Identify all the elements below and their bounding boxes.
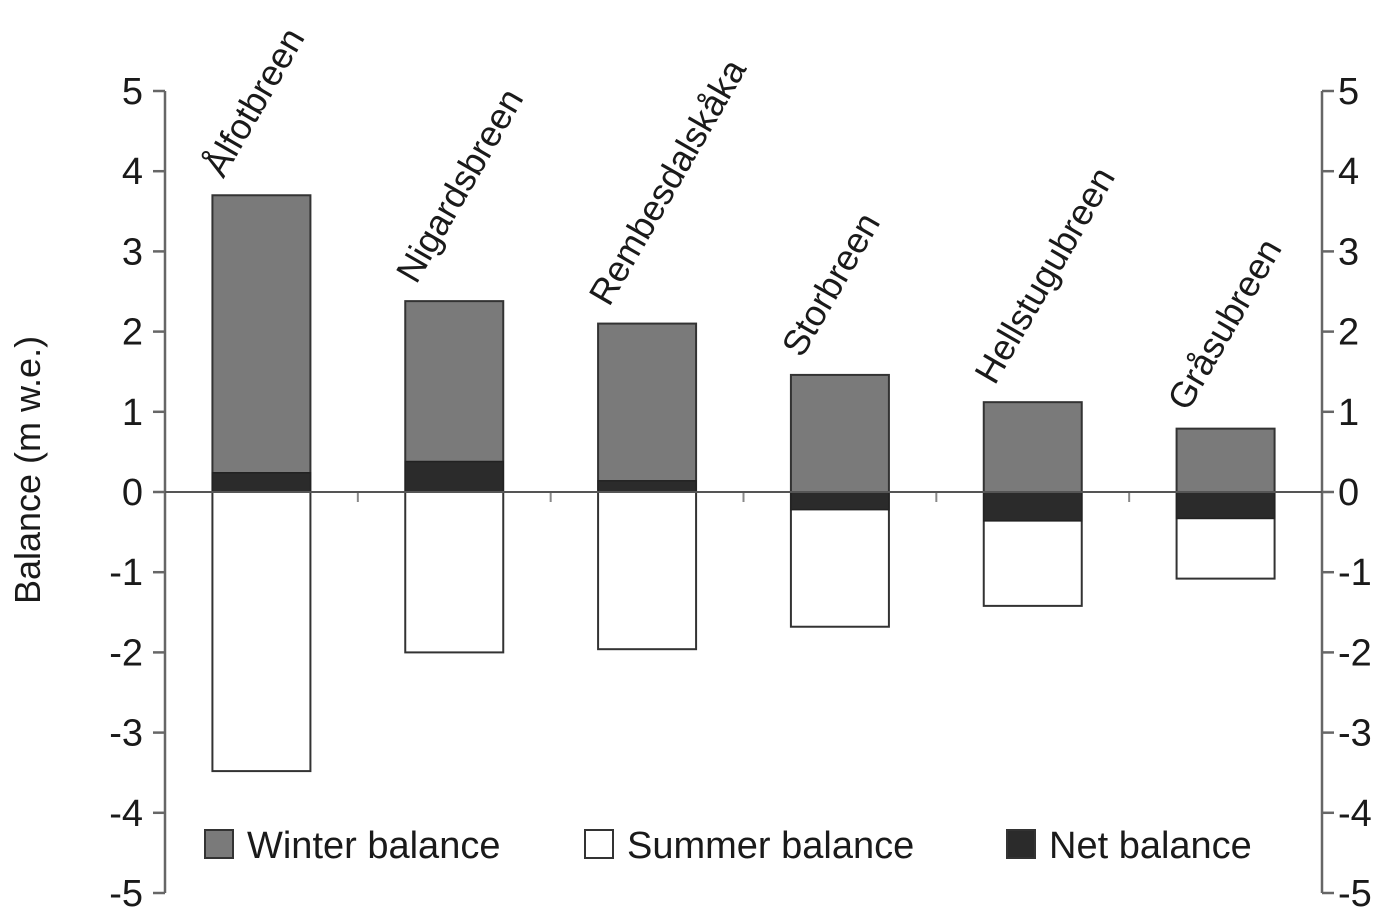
y-tick-label-left: -4 xyxy=(109,793,143,835)
winter-balance-bar xyxy=(1175,427,1276,493)
y-tick-label-left: -3 xyxy=(109,713,143,755)
y-tick-label-left: 5 xyxy=(122,71,143,113)
glacier-label: Rembesdalskåka xyxy=(581,51,755,311)
legend-swatch xyxy=(204,829,234,859)
y-tick-label-left: -1 xyxy=(109,552,143,594)
y-tick-label-left: -5 xyxy=(109,873,143,915)
y-tick-label-right: -1 xyxy=(1338,552,1372,594)
winter-balance-bar xyxy=(789,373,890,493)
winter-balance-bar xyxy=(597,322,698,493)
net-balance-bar xyxy=(597,480,697,493)
y-tick-label-left: -2 xyxy=(109,632,143,674)
net-balance-bar xyxy=(211,472,312,493)
labels-layer: Ålfotbreen Nigardsbreen Rembesdalskåka Stor… xyxy=(195,21,1290,417)
winter-balance-bar xyxy=(982,401,1083,493)
y-axis-title: Balance (m w.e.) xyxy=(7,336,48,604)
summer-balance-bar xyxy=(597,491,698,651)
summer-balance-bar xyxy=(211,491,312,773)
y-tick-label-right: -5 xyxy=(1338,873,1372,915)
glacier-label: Nigardsbreen xyxy=(388,81,532,289)
winter-balance-bar xyxy=(211,194,312,493)
glacier-label: Ålfotbreen xyxy=(195,21,313,184)
bars-layer xyxy=(165,194,1322,773)
summer-balance-bar xyxy=(789,491,890,628)
net-balance-bar xyxy=(404,460,504,493)
y-tick-label-left: 3 xyxy=(122,231,143,273)
glacier-label: Gråsubreen xyxy=(1159,232,1290,417)
legend-swatch xyxy=(584,829,614,859)
legend-label: Net balance xyxy=(1049,825,1252,867)
y-tick-label-right: 4 xyxy=(1338,151,1359,193)
y-tick-label-right: 5 xyxy=(1338,71,1359,113)
y-tick-label-left: 2 xyxy=(122,312,143,354)
y-tick-label-left: 0 xyxy=(122,472,143,514)
summer-balance-bar xyxy=(404,491,505,654)
y-tick-label-right: -3 xyxy=(1338,713,1372,755)
glacier-label: Storbreen xyxy=(773,205,888,362)
axes-layer: 5 5 4 4 3 3 2 2 1 1 0 0 -1 -1 -2 -2 -3 -3 -4 -4 -5 -5 xyxy=(109,71,1372,915)
y-tick-label-right: -4 xyxy=(1338,793,1372,835)
y-tick-label-right: 1 xyxy=(1338,392,1359,434)
y-tick-label-right: 3 xyxy=(1338,231,1359,273)
legend-label: Winter balance xyxy=(247,825,500,867)
y-tick-label-left: 1 xyxy=(122,392,143,434)
y-tick-label-left: 4 xyxy=(122,151,143,193)
y-tick-label-right: -2 xyxy=(1338,632,1372,674)
legend-label: Summer balance xyxy=(627,825,914,867)
y-tick-label-right: 0 xyxy=(1338,472,1359,514)
net-balance-bar xyxy=(983,491,1083,522)
legend-swatch xyxy=(1006,829,1036,859)
glacier-label: Hellstugubreen xyxy=(966,160,1123,390)
net-balance-bar xyxy=(1175,491,1276,520)
net-balance-bar xyxy=(790,491,890,511)
legend: Winter balance Summer balance Net balance xyxy=(204,825,1252,867)
y-tick-label-right: 2 xyxy=(1338,312,1359,354)
